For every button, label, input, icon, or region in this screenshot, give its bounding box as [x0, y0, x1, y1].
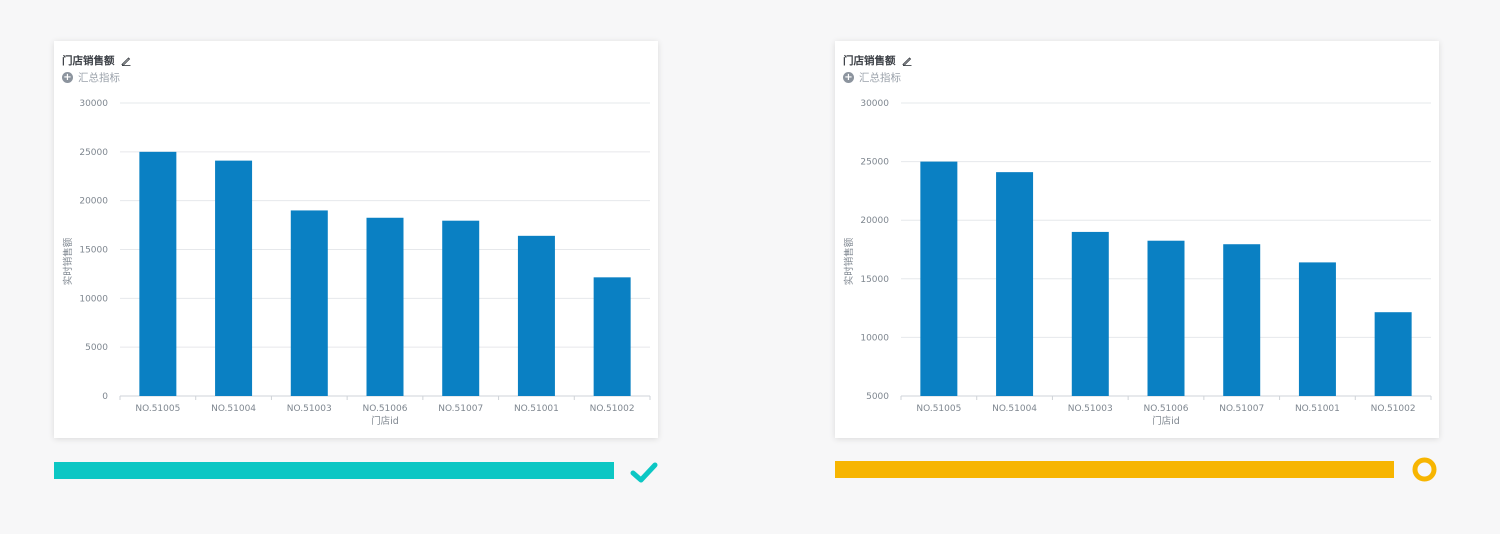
progress-bar-left — [54, 462, 614, 479]
x-tick-label: NO.51001 — [1295, 404, 1340, 414]
ring-icon — [1412, 457, 1437, 482]
x-tick-label: NO.51003 — [287, 404, 332, 414]
x-axis-label: 门店id — [371, 415, 399, 427]
panel-title-row: 门店销售额 — [62, 53, 131, 68]
bar-chart-left: 0 5000 10000 15000 20000 25000 30000 NO.51005 NO… — [62, 99, 651, 427]
y-tick-label: 0 — [102, 392, 108, 402]
bar-chart-right: 5000 10000 15000 20000 25000 30000 NO.51005 NO.… — [843, 99, 1432, 427]
panel-title-row: 门店销售额 — [843, 53, 912, 68]
x-tick-label: NO.51004 — [992, 404, 1037, 414]
y-tick-label: 25000 — [79, 148, 108, 158]
bar — [920, 161, 958, 396]
x-tick-label: NO.51003 — [1068, 404, 1113, 414]
add-metric-label: 汇总指标 — [859, 72, 901, 84]
x-tick-label: NO.51007 — [438, 404, 483, 414]
check-icon — [630, 462, 658, 483]
x-axis-label: 门店id — [1152, 415, 1180, 427]
x-tick-label: NO.51005 — [916, 404, 961, 414]
x-tick-label: NO.51001 — [514, 404, 559, 414]
y-tick-label: 25000 — [860, 158, 889, 168]
bar — [1071, 231, 1109, 396]
y-tick-label: 5000 — [866, 392, 889, 402]
y-tick-label: 10000 — [79, 294, 108, 304]
add-metric-row[interactable]: + 汇总指标 — [843, 70, 901, 85]
chart-panel-left: 门店销售额 + 汇总指标 0 5000 10000 15000 20000 25000 30… — [54, 41, 658, 438]
progress-bar-right — [835, 461, 1394, 478]
plus-circle-icon[interactable]: + — [62, 72, 73, 83]
bar — [996, 172, 1034, 396]
panel-title: 门店销售额 — [843, 55, 896, 67]
x-tick-label: NO.51002 — [590, 404, 635, 414]
y-tick-label: 10000 — [860, 333, 889, 343]
bar — [1147, 240, 1185, 396]
x-tick-label: NO.51005 — [135, 404, 180, 414]
y-tick-label: 15000 — [79, 246, 108, 256]
pencil-icon[interactable] — [120, 56, 131, 66]
x-tick-label: NO.51006 — [1144, 404, 1189, 414]
bar — [366, 217, 404, 396]
chart-panel-right: 门店销售额 + 汇总指标 5000 10000 15000 20000 25000 300… — [835, 41, 1439, 438]
x-tick-label: NO.51004 — [211, 404, 256, 414]
add-metric-label: 汇总指标 — [78, 72, 120, 84]
bar — [215, 160, 253, 396]
x-tick-label: NO.51007 — [1219, 404, 1264, 414]
y-axis-label: 实时销售额 — [62, 237, 74, 285]
y-axis-label: 实时销售额 — [843, 237, 855, 285]
y-tick-label: 5000 — [85, 343, 108, 353]
bar — [290, 210, 328, 396]
y-tick-label: 30000 — [860, 99, 889, 109]
bar — [1223, 244, 1261, 396]
bar — [593, 277, 631, 396]
plus-circle-icon[interactable]: + — [843, 72, 854, 83]
x-tick-label: NO.51002 — [1371, 404, 1416, 414]
pencil-icon[interactable] — [901, 56, 912, 66]
bar — [1298, 262, 1336, 396]
panel-title: 门店销售额 — [62, 55, 115, 67]
x-tick-label: NO.51006 — [363, 404, 408, 414]
y-tick-label: 20000 — [79, 197, 108, 207]
bar — [517, 235, 555, 396]
y-tick-label: 30000 — [79, 99, 108, 109]
bar — [1374, 312, 1412, 396]
y-tick-label: 15000 — [860, 275, 889, 285]
bar — [442, 220, 480, 396]
bar — [139, 151, 177, 396]
add-metric-row[interactable]: + 汇总指标 — [62, 70, 120, 85]
y-tick-label: 20000 — [860, 216, 889, 226]
